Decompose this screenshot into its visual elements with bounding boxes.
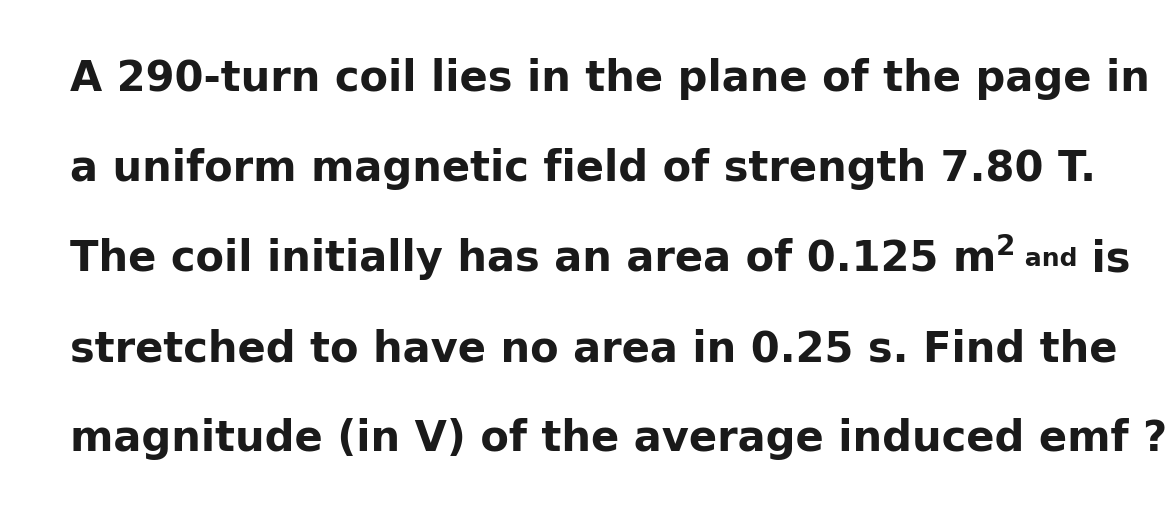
Text: 2: 2 xyxy=(996,233,1016,261)
Text: magnitude (in V) of the average induced emf ?: magnitude (in V) of the average induced … xyxy=(70,418,1168,460)
Text: a uniform magnetic field of strength 7.80 T.: a uniform magnetic field of strength 7.8… xyxy=(70,148,1096,190)
Text: The coil initially has an area of 0.125 m: The coil initially has an area of 0.125 … xyxy=(70,238,996,280)
Text: A 290-turn coil lies in the plane of the page in: A 290-turn coil lies in the plane of the… xyxy=(70,58,1150,100)
Text: stretched to have no area in 0.25 s. Find the: stretched to have no area in 0.25 s. Fin… xyxy=(70,328,1117,370)
Text: is: is xyxy=(1078,238,1130,280)
Text: and: and xyxy=(1016,247,1078,271)
